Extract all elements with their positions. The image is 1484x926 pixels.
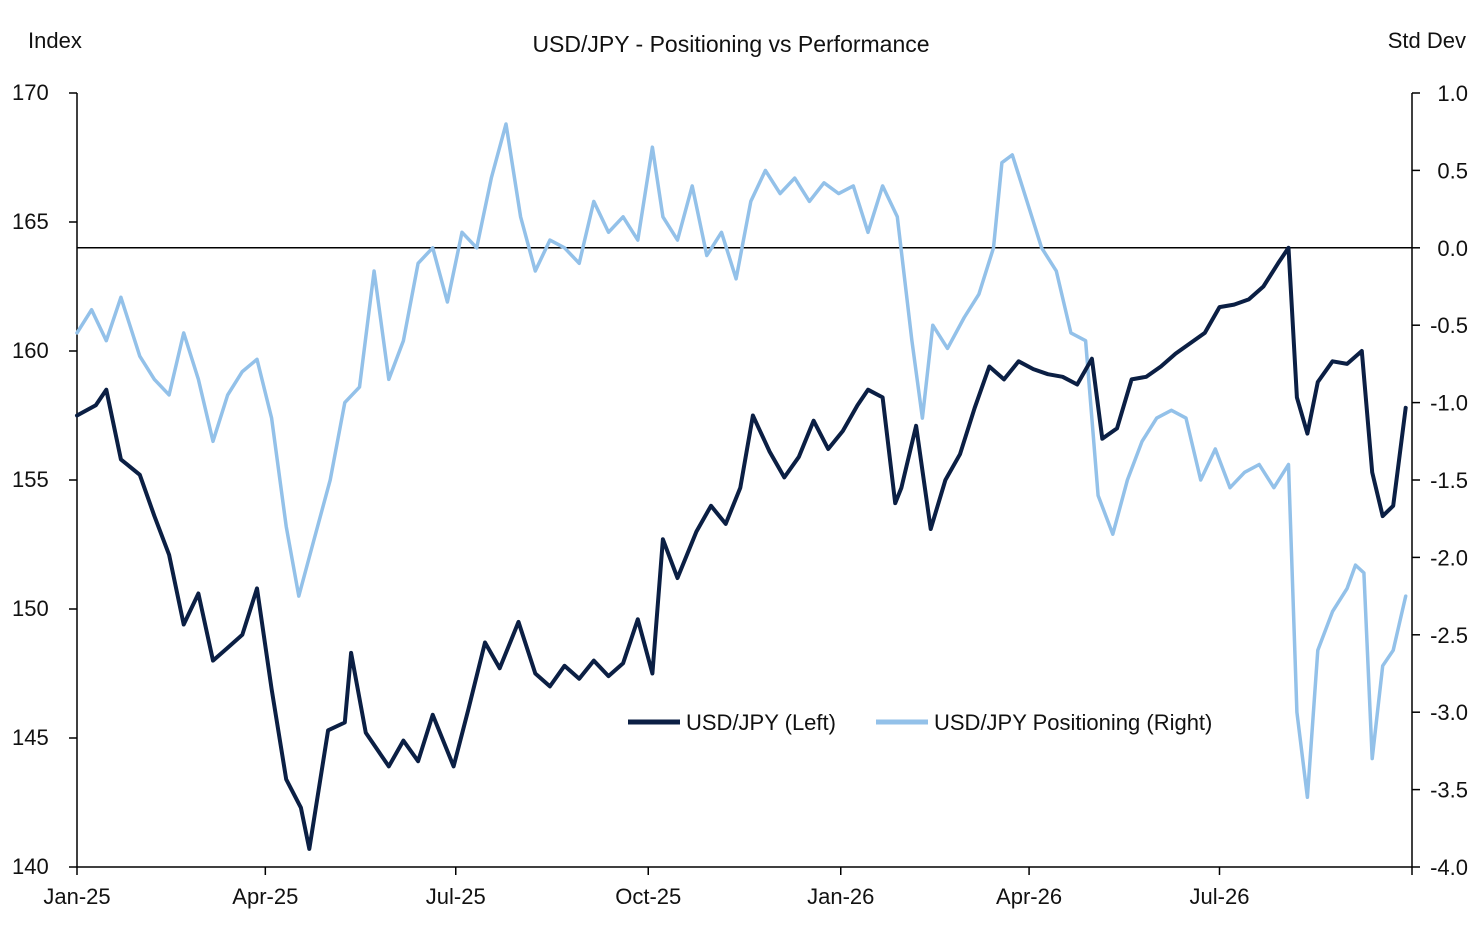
chart-title: USD/JPY - Positioning vs Performance [532, 31, 929, 57]
legend-usdjpy-label: USD/JPY (Left) [686, 710, 836, 735]
usdjpy-line [75, 245, 1408, 851]
right-tick-label: -3.0 [1430, 700, 1468, 725]
left-tick-label: 160 [12, 338, 49, 363]
left-tick-label: 150 [12, 596, 49, 621]
x-tick-label: Jan-25 [43, 884, 110, 909]
series-group [75, 122, 1408, 851]
right-tick-label: -3.5 [1430, 778, 1468, 803]
usdjpy-positioning-line [75, 122, 1408, 800]
right-tick-label: 1.0 [1437, 81, 1468, 106]
legend-usdjpy-positioning-label: USD/JPY Positioning (Right) [934, 710, 1212, 735]
legend: USD/JPY (Left) USD/JPY Positioning (Right… [628, 710, 1212, 735]
left-tick-label: 145 [12, 725, 49, 750]
right-axis-label: Std Dev [1388, 28, 1466, 53]
left-tick-label: 170 [12, 80, 49, 105]
right-tick-label: -0.5 [1430, 313, 1468, 338]
right-tick-label: -4.0 [1430, 855, 1468, 880]
right-tick-label: 0.0 [1437, 236, 1468, 261]
right-tick-label: -2.0 [1430, 545, 1468, 570]
left-tick-label: 155 [12, 467, 49, 492]
x-tick-label: Apr-25 [232, 884, 298, 909]
axes: 140 145 150 155 160 165 170 -4.0 -3.5 -3.0 -2.5 -2.… [12, 80, 1468, 909]
right-tick-label: -1.0 [1430, 391, 1468, 416]
left-tick-label: 140 [12, 854, 49, 879]
x-tick-label: Jul-26 [1190, 884, 1250, 909]
right-tick-label: -2.5 [1430, 623, 1468, 648]
x-tick-label: Jul-25 [426, 884, 486, 909]
right-tick-label: -1.5 [1430, 468, 1468, 493]
left-axis-label: Index [28, 28, 82, 53]
x-tick-label: Jan-26 [807, 884, 874, 909]
left-tick-label: 165 [12, 209, 49, 234]
x-tick-label: Apr-26 [996, 884, 1062, 909]
right-tick-label: 0.5 [1437, 158, 1468, 183]
x-tick-label: Oct-25 [615, 884, 681, 909]
